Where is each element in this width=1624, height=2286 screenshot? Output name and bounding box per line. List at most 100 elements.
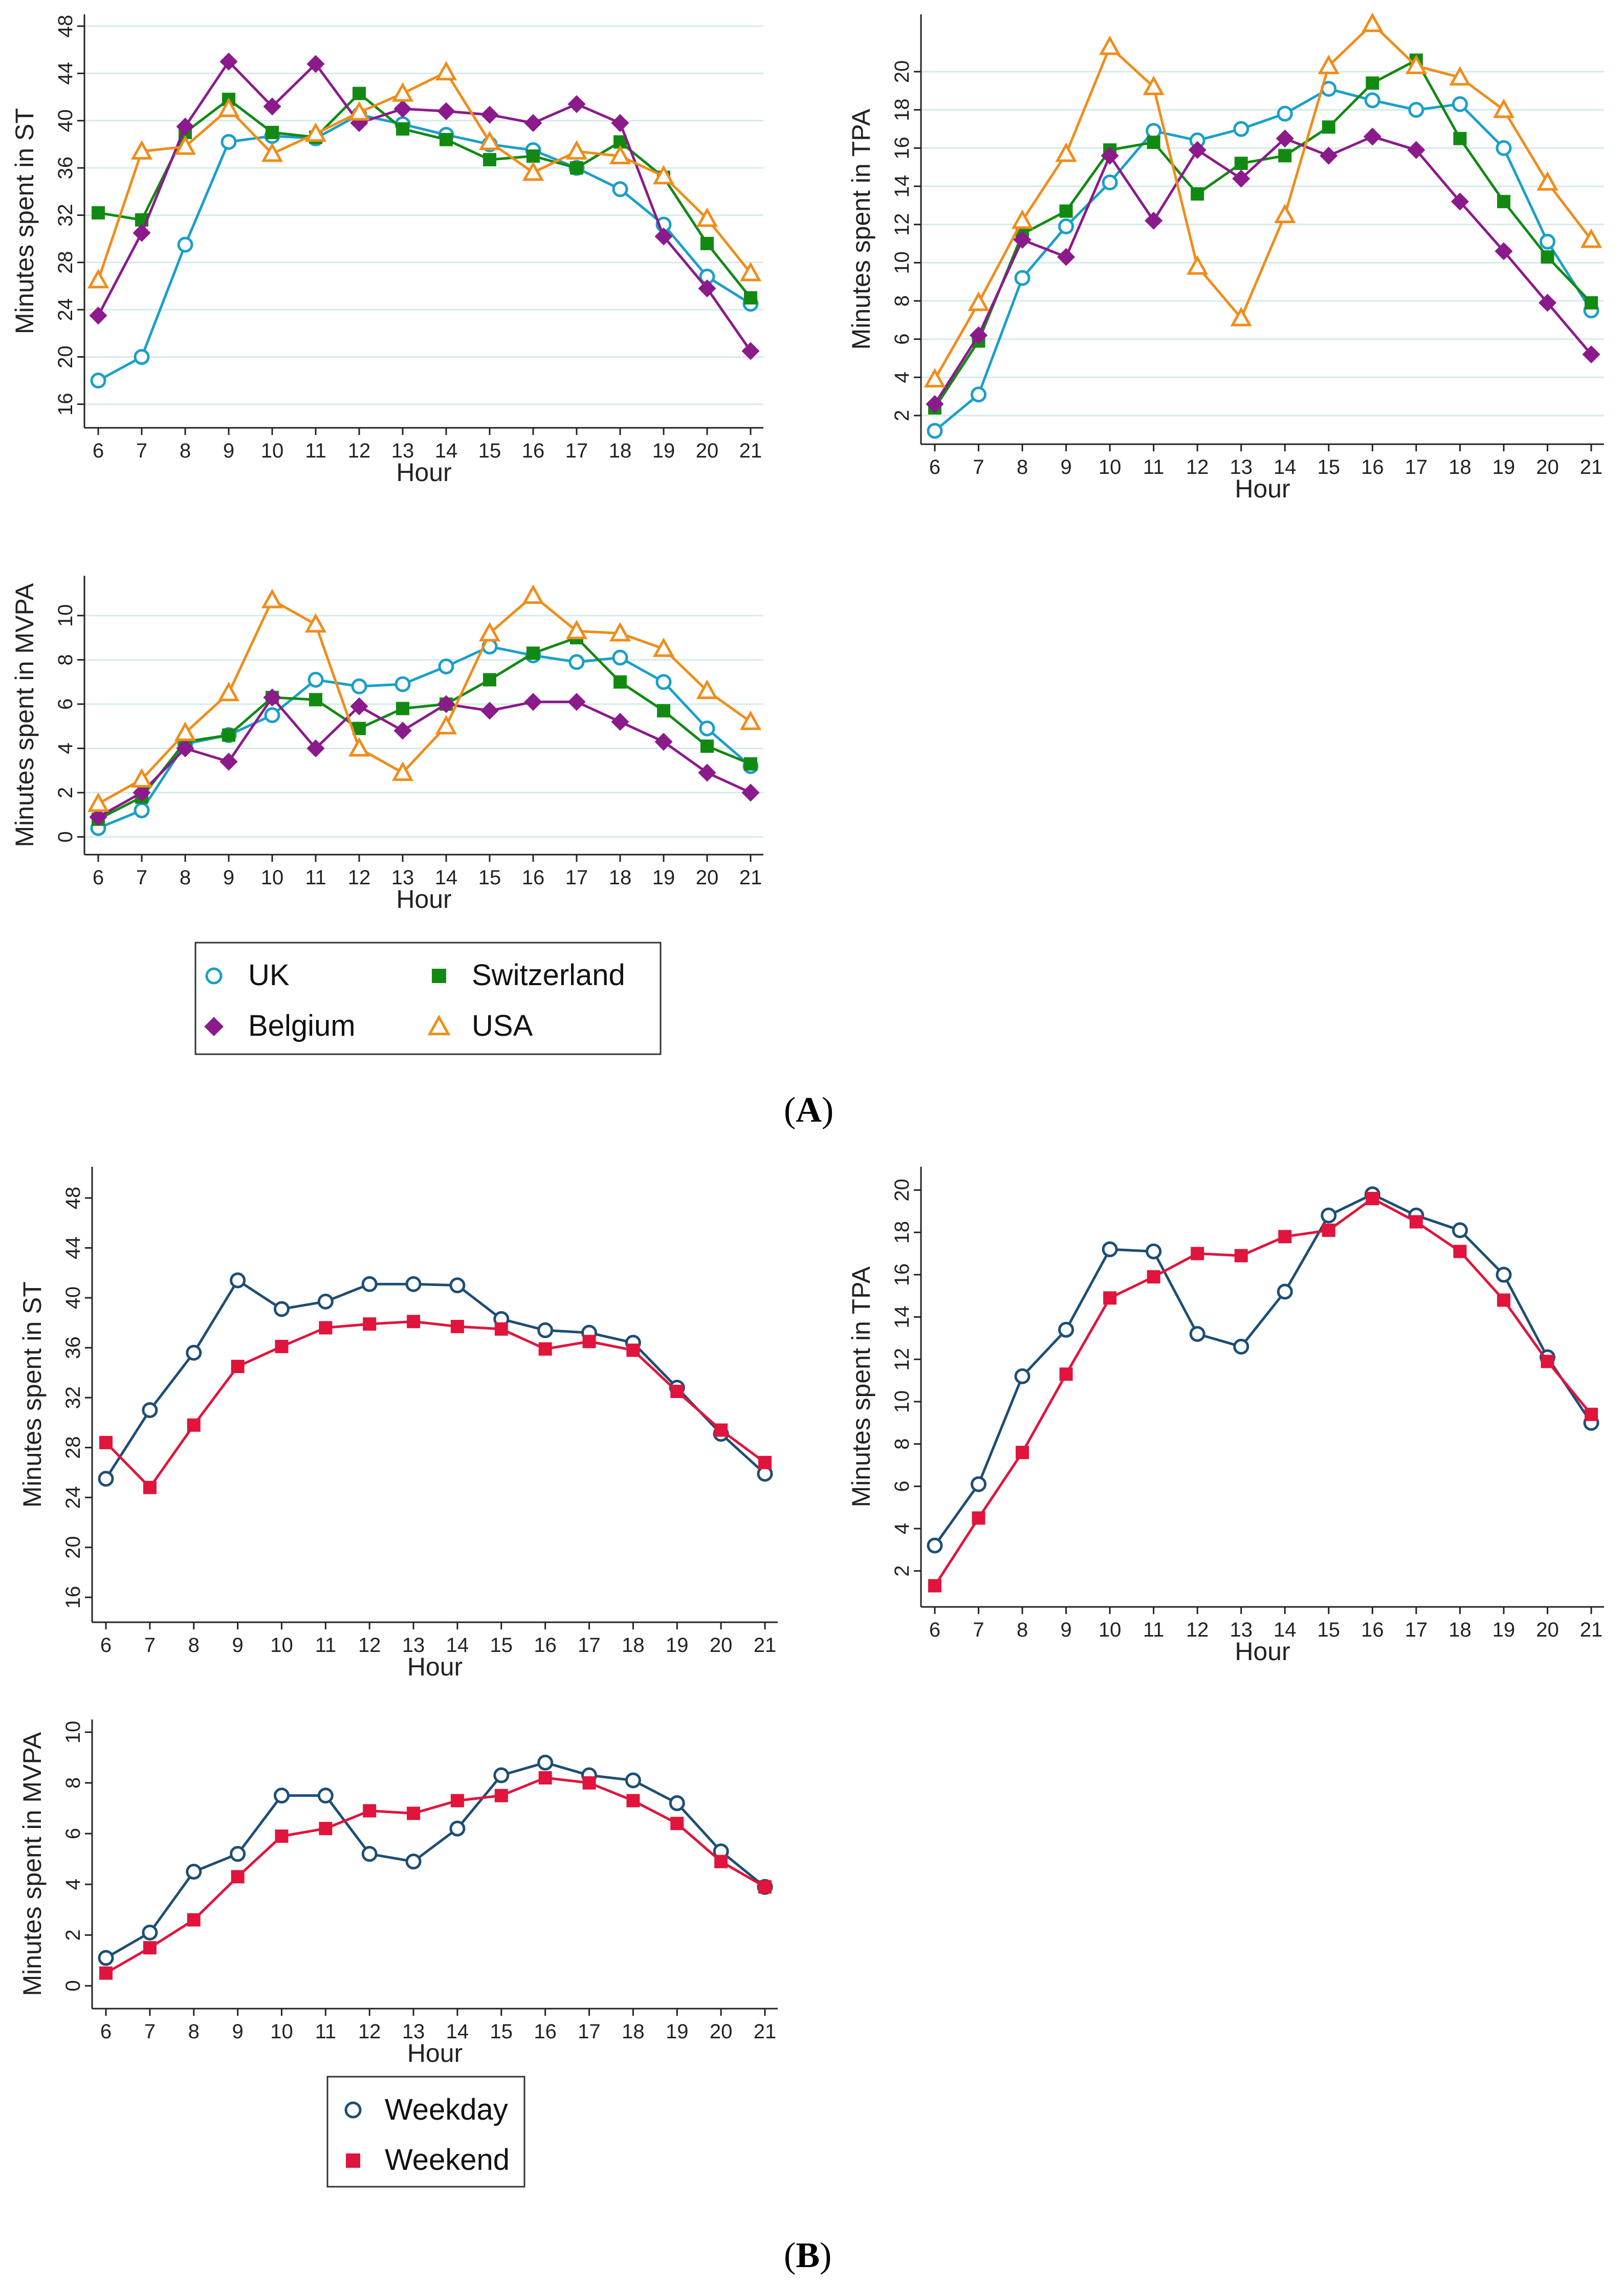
data-point-uk [568, 654, 585, 670]
data-point-switzerland [526, 646, 540, 660]
x-tick-label: 6 [100, 2020, 112, 2043]
data-point-usa [1405, 54, 1428, 74]
panel-label-paren-open: ( [784, 1091, 796, 1130]
y-axis-title: Minutes spent in ST [18, 1281, 47, 1508]
data-point-uk [1146, 123, 1162, 139]
y-axis-title: Minutes spent in MVPA [18, 1732, 47, 1996]
data-point-weekday [361, 1846, 378, 1862]
x-tick-label: 20 [1536, 1619, 1559, 1641]
panel-label-a: (A) [784, 1091, 833, 1130]
data-point-belgium [1101, 146, 1119, 165]
data-point-weekend [231, 1870, 245, 1884]
data-point-weekday [971, 1476, 987, 1492]
x-tick-label: 16 [1361, 456, 1384, 478]
x-tick-label: 14 [435, 440, 458, 462]
series-line-uk [934, 88, 1593, 432]
chart-b-st: 16 20 24 28 32 36 40 44 48 6 7 8 9 10 11 12 13 14 15 16 17 18… [18, 1167, 778, 1681]
data-point-weekday [669, 1795, 685, 1812]
x-tick-label: 12 [358, 2020, 381, 2043]
data-point-switzerland [1278, 149, 1292, 163]
data-point-uk [971, 386, 987, 403]
data-point-weekday [1146, 1243, 1162, 1259]
data-point-switzerland [266, 125, 279, 139]
x-tick-label: 6 [100, 1634, 112, 1657]
x-tick-label: 7 [136, 866, 147, 889]
data-point-switzerland [396, 702, 409, 715]
x-tick-label: 17 [565, 440, 588, 462]
series-belgium [89, 52, 760, 360]
data-point-belgium [350, 114, 368, 132]
data-point-switzerland [1234, 157, 1248, 170]
data-point-belgium [263, 97, 281, 116]
y-tick-label: 14 [891, 175, 913, 198]
data-point-uk [1408, 102, 1424, 118]
data-point-belgium [133, 224, 151, 242]
y-tick-label: 8 [54, 654, 77, 665]
x-tick-label: 19 [652, 440, 675, 462]
data-point-belgium [350, 697, 368, 715]
x-tick-label: 15 [478, 866, 501, 889]
data-point-weekend [1016, 1446, 1029, 1460]
data-point-weekday [273, 1788, 290, 1804]
chart-b-tpa: 2 4 6 8 10 12 14 16 18 20 6 7 8 9 10 11 12 13 14 15 16 17 18 19… [847, 1167, 1604, 1666]
data-point-belgium [393, 722, 412, 740]
data-point-usa [261, 589, 283, 608]
data-point-usa [1143, 75, 1165, 95]
data-point-belgium [89, 808, 107, 826]
data-point-usa [1230, 307, 1252, 326]
data-point-belgium [89, 307, 107, 325]
data-point-belgium [611, 712, 629, 731]
data-point-usa [348, 101, 370, 121]
series-line-usa [97, 71, 752, 281]
data-point-weekend [99, 1966, 113, 1980]
data-point-weekend [450, 1320, 464, 1334]
data-point-uk [134, 349, 150, 365]
data-point-switzerland [613, 675, 627, 689]
data-point-belgium [611, 114, 629, 132]
x-tick-label: 15 [490, 1634, 513, 1657]
x-tick-label: 12 [348, 440, 371, 462]
x-axis-title: Hour [1235, 474, 1290, 503]
x-tick-label: 7 [144, 1634, 156, 1657]
legend-marker-belgium [204, 1017, 224, 1036]
x-tick-label: 8 [188, 1634, 200, 1657]
y-tick-label: 24 [54, 298, 77, 321]
data-point-switzerland [483, 153, 496, 166]
data-point-weekday [1233, 1338, 1249, 1355]
series-belgium [89, 688, 760, 826]
series-line-weekend [105, 1776, 766, 1974]
chart-a-mvpa: 0 2 4 6 8 10 6 7 8 9 10 11 12 13 14 15 16 17 18 19 20 21 Hour M… [10, 576, 763, 913]
data-point-usa [1580, 228, 1603, 248]
data-point-uk [1014, 270, 1030, 286]
data-point-usa [217, 97, 240, 117]
data-point-usa [739, 262, 762, 281]
series-switzerland [928, 53, 1598, 415]
data-point-weekday [142, 1924, 158, 1941]
data-point-weekend [972, 1511, 985, 1525]
data-point-usa [696, 207, 718, 227]
data-point-usa [696, 679, 718, 699]
data-point-usa [609, 144, 631, 165]
x-tick-label: 18 [622, 1634, 645, 1657]
legend-label-uk: UK [248, 959, 290, 992]
data-point-belgium [1145, 211, 1163, 230]
data-point-uk [1364, 92, 1380, 108]
x-tick-label: 18 [1449, 456, 1472, 478]
legend-marker-weekday [344, 2101, 362, 2119]
data-point-belgium [1407, 141, 1425, 159]
x-tick-label: 11 [305, 866, 326, 889]
x-tick-label: 8 [180, 866, 191, 889]
data-point-belgium [567, 692, 586, 711]
data-point-weekday [449, 1820, 466, 1837]
data-point-weekday [405, 1276, 422, 1292]
y-axis-title: Minutes spent in ST [10, 108, 39, 334]
series-usa [87, 584, 762, 812]
x-tick-label: 20 [1536, 456, 1559, 478]
data-point-switzerland [396, 122, 409, 136]
data-point-weekend [1191, 1247, 1204, 1260]
data-point-belgium [480, 702, 499, 720]
data-point-belgium [176, 739, 194, 757]
legend-box [326, 2076, 525, 2188]
x-tick-label: 8 [1017, 456, 1028, 478]
data-point-weekday [1102, 1241, 1118, 1257]
